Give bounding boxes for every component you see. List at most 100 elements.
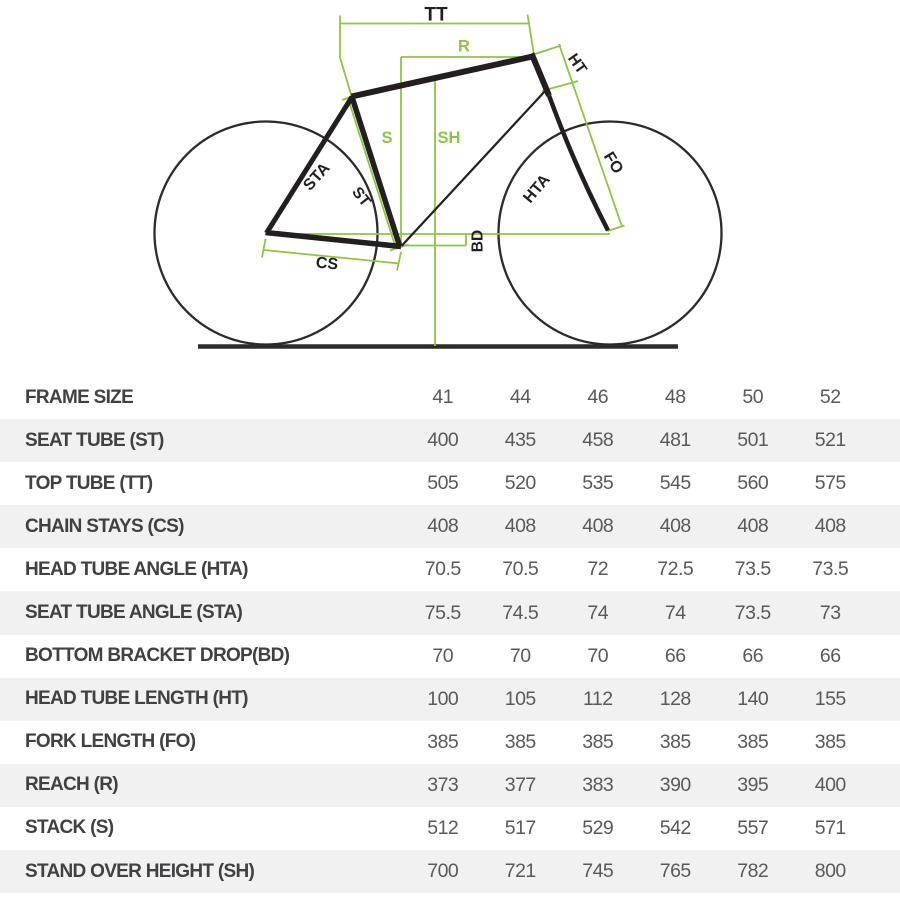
stack-label: S bbox=[381, 129, 392, 147]
geometry-table: FRAME SIZE 41 44 46 48 50 52 SEAT TUBE (ST) 4… bbox=[0, 376, 900, 894]
value-cell: 745 bbox=[582, 860, 614, 883]
value-cell: 765 bbox=[659, 860, 692, 883]
value-cell: 517 bbox=[504, 816, 537, 839]
cs-right-tick bbox=[396, 251, 402, 271]
value-cell: 48 bbox=[664, 386, 686, 409]
value-cell: 155 bbox=[814, 687, 847, 710]
value-cell: 408 bbox=[659, 515, 692, 538]
head-tube-angle-label: HTA bbox=[520, 171, 554, 207]
seat-tube bbox=[348, 94, 403, 247]
dimension-lines bbox=[261, 14, 625, 346]
st-line bbox=[346, 96, 397, 248]
value-cell: 408 bbox=[504, 515, 537, 538]
frame-lines bbox=[264, 52, 611, 250]
value-cell: 112 bbox=[582, 687, 613, 710]
value-cell: 70 bbox=[432, 644, 454, 667]
value-cell: 70 bbox=[509, 644, 531, 667]
ht-top-tick bbox=[533, 44, 562, 56]
cs-left-tick bbox=[261, 238, 267, 258]
value-cell: 535 bbox=[582, 472, 614, 495]
top-tube bbox=[350, 53, 534, 100]
value-cell: 560 bbox=[737, 472, 769, 495]
value-cell: 385 bbox=[814, 730, 847, 753]
value-cell: 44 bbox=[509, 386, 531, 409]
value-cell: 400 bbox=[814, 773, 847, 796]
value-cell: 408 bbox=[427, 515, 459, 538]
table-row: SEAT TUBE (ST) 400 435 458 481 501 521 bbox=[0, 419, 900, 463]
value-cell: 501 bbox=[737, 429, 769, 452]
value-cell: 74 bbox=[587, 601, 609, 624]
table-row: FRAME SIZE 41 44 46 48 50 52 bbox=[0, 376, 900, 419]
seat-tube-label: ST bbox=[348, 184, 374, 210]
value-cell: 542 bbox=[659, 816, 692, 839]
value-cell: 66 bbox=[819, 644, 841, 667]
value-cell: 46 bbox=[587, 386, 609, 409]
seat-stay bbox=[264, 95, 355, 235]
value-cell: 505 bbox=[427, 472, 459, 495]
value-cell: 557 bbox=[737, 816, 769, 839]
table-row: FORK LENGTH (FO) 385 385 385 385 385 385 bbox=[0, 721, 900, 764]
value-cell: 385 bbox=[427, 730, 459, 753]
value-cell: 66 bbox=[742, 644, 764, 667]
row-label: FRAME SIZE bbox=[25, 386, 134, 408]
value-cell: 73.5 bbox=[734, 558, 771, 581]
value-cell: 66 bbox=[664, 644, 686, 667]
value-cell: 512 bbox=[427, 816, 459, 839]
row-label: BOTTOM BRACKET DROP(BD) bbox=[25, 645, 290, 667]
value-cell: 73.5 bbox=[812, 558, 849, 581]
value-cell: 100 bbox=[427, 687, 459, 710]
value-cell: 408 bbox=[582, 515, 614, 538]
value-cell: 800 bbox=[814, 860, 847, 883]
value-cell: 50 bbox=[742, 386, 764, 409]
value-cell: 520 bbox=[504, 472, 537, 495]
value-cell: 700 bbox=[427, 860, 459, 883]
table-row: TOP TUBE (TT) 505 520 535 545 560 575 bbox=[0, 462, 900, 505]
chain-stay bbox=[265, 229, 402, 250]
value-cell: 545 bbox=[659, 472, 692, 495]
value-cell: 72 bbox=[587, 558, 609, 581]
down-tube bbox=[400, 89, 547, 247]
head-tube-label: HT bbox=[564, 51, 590, 78]
row-label: STAND OVER HEIGHT (SH) bbox=[25, 860, 255, 882]
value-cell: 571 bbox=[814, 816, 847, 839]
value-cell: 70 bbox=[587, 644, 609, 667]
row-label: STACK (S) bbox=[25, 817, 114, 839]
row-label: SEAT TUBE ANGLE (STA) bbox=[25, 602, 243, 624]
value-cell: 70.5 bbox=[424, 558, 461, 581]
top-tube-label: TT bbox=[424, 5, 448, 26]
value-cell: 373 bbox=[427, 773, 459, 796]
value-cell: 385 bbox=[504, 730, 537, 753]
value-cell: 529 bbox=[582, 816, 614, 839]
geometry-diagram: TT R S SH HT FO HTA STA ST BD CS bbox=[0, 0, 900, 376]
table-row: HEAD TUBE LENGTH (HT) 100 105 112 128 140 155 bbox=[0, 677, 900, 721]
cs-line bbox=[263, 249, 400, 265]
value-cell: 140 bbox=[737, 687, 769, 710]
value-cell: 105 bbox=[504, 687, 537, 710]
value-cell: 575 bbox=[814, 472, 847, 495]
seat-tube-extension bbox=[339, 57, 353, 97]
value-cell: 73 bbox=[819, 601, 841, 624]
row-label: TOP TUBE (TT) bbox=[25, 472, 153, 494]
value-cell: 385 bbox=[737, 730, 769, 753]
value-cell: 721 bbox=[504, 860, 537, 883]
bike-geometry-svg: TT R S SH HT FO HTA STA ST BD CS bbox=[153, 5, 723, 349]
value-cell: 128 bbox=[659, 687, 692, 710]
row-label: REACH (R) bbox=[25, 774, 119, 796]
value-cell: 70.5 bbox=[502, 558, 539, 581]
value-cell: 383 bbox=[582, 773, 614, 796]
value-cell: 75.5 bbox=[424, 601, 461, 624]
reach-label: R bbox=[458, 38, 470, 56]
value-cell: 74 bbox=[664, 601, 686, 624]
value-cell: 435 bbox=[504, 429, 537, 452]
value-cell: 52 bbox=[819, 386, 841, 409]
value-cell: 73.5 bbox=[734, 601, 771, 624]
value-cell: 782 bbox=[737, 860, 769, 883]
value-cell: 385 bbox=[582, 730, 614, 753]
value-cell: 74.5 bbox=[502, 601, 539, 624]
table-row: CHAIN STAYS (CS) 408 408 408 408 408 408 bbox=[0, 505, 900, 549]
fork-blade bbox=[546, 94, 611, 232]
value-cell: 400 bbox=[427, 429, 459, 452]
value-cell: 481 bbox=[659, 429, 692, 452]
row-label: FORK LENGTH (FO) bbox=[25, 731, 196, 753]
row-label: HEAD TUBE ANGLE (HTA) bbox=[25, 558, 248, 580]
